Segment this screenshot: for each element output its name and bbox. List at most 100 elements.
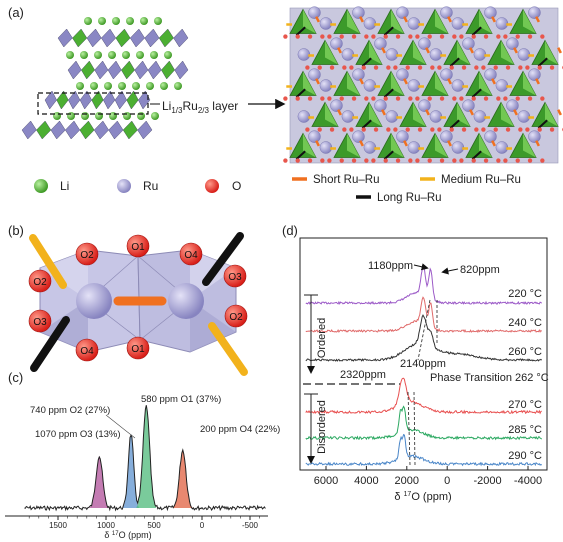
- short-bond: [403, 16, 408, 23]
- oxygen-atom-label: O1: [131, 242, 145, 253]
- vt-spectrum-trace: [305, 377, 542, 415]
- short-bond: [469, 47, 474, 54]
- layered-structure: [21, 17, 189, 140]
- li-interlayer-atom: [122, 51, 130, 59]
- o-lattice-atom: [452, 34, 457, 39]
- li-interlayer-atom: [109, 112, 117, 120]
- o-lattice-atom: [537, 127, 542, 132]
- li-octahedron-facet: [391, 9, 404, 34]
- o-lattice-atom: [386, 127, 391, 132]
- li-interlayer-atom: [95, 112, 103, 120]
- o-lattice-atom: [515, 158, 520, 163]
- ru-lattice-atom: [440, 68, 453, 81]
- layer-octahedron: [68, 90, 81, 110]
- o-lattice-atom: [437, 127, 442, 132]
- o-lattice-atom: [327, 96, 332, 101]
- oxygen-atom: [179, 242, 203, 266]
- o-lattice-atom: [371, 158, 376, 163]
- short-bond: [315, 78, 320, 85]
- li-interlayer-atom: [94, 51, 102, 59]
- ru-lattice-atom: [297, 48, 311, 61]
- peak-label-o3: 1070 ppm O3 (13%): [35, 429, 121, 440]
- o-lattice-atom: [461, 127, 467, 132]
- li-interlayer-atom: [140, 17, 148, 25]
- o-lattice-atom: [364, 34, 369, 39]
- o-lattice-atom: [283, 96, 288, 101]
- o-lattice-atom: [549, 127, 555, 132]
- layer-octahedron: [103, 90, 116, 110]
- d-tick-label: -4000: [514, 475, 542, 487]
- long-bond: [471, 150, 482, 161]
- o-lattice-atom: [364, 158, 369, 163]
- ru-lattice-atom: [484, 68, 497, 81]
- octahedra-dimer: [29, 232, 248, 376]
- li-octahedron-facet: [303, 133, 316, 158]
- o-lattice-atom: [430, 127, 435, 132]
- o-lattice-atom: [525, 127, 530, 132]
- o-lattice-atom: [483, 34, 489, 39]
- o-lattice-atom: [320, 96, 325, 101]
- ru-lattice-atom: [440, 6, 453, 19]
- li-interlayer-atom: [53, 112, 61, 120]
- o-lattice-atom: [549, 65, 555, 70]
- disordered-label: Disordered: [316, 400, 328, 454]
- li-octahedron-facet: [303, 71, 316, 96]
- long-bond: [383, 150, 394, 161]
- o-lattice-atom: [415, 158, 420, 163]
- ru-lattice-atom: [341, 110, 355, 123]
- layer-octahedron: [72, 28, 88, 48]
- oxygen-atom: [28, 269, 52, 293]
- o-lattice-atom: [342, 65, 347, 70]
- layer-octahedron: [126, 90, 139, 110]
- o-lattice-atom: [361, 65, 366, 70]
- o-lattice-atom: [417, 127, 423, 132]
- o-lattice-atom: [474, 127, 479, 132]
- o-lattice-atom: [427, 34, 432, 39]
- oxygen-atom: [75, 338, 99, 362]
- o-lattice-atom: [295, 158, 300, 163]
- layer-octahedron: [93, 120, 109, 140]
- o-lattice-atom: [349, 65, 354, 70]
- layer-octahedron: [79, 120, 95, 140]
- ru-atom-right: [168, 283, 204, 319]
- guide-2140: [413, 391, 416, 466]
- vt-spectrum-trace: [305, 314, 543, 362]
- o-lattice-atom: [427, 158, 432, 163]
- temperature-label: 240 °C: [508, 317, 542, 329]
- li-octahedron-facet: [303, 9, 316, 34]
- o-lattice-atom: [437, 65, 442, 70]
- c-tick-label: 500: [147, 521, 161, 530]
- panel-a-label: (a): [8, 5, 24, 20]
- short-bond: [447, 78, 452, 85]
- ru-lattice-atom: [363, 17, 377, 30]
- ru-lattice-atom: [528, 6, 541, 19]
- layer-octahedron: [57, 28, 73, 48]
- o-lattice-atom: [307, 34, 313, 39]
- o-lattice-atom: [439, 158, 445, 163]
- panel-a: (a) Li1/3Ru2/3 layer Li Ru O Short Ru–Ru: [8, 5, 563, 204]
- ru-atom-left: [76, 283, 112, 319]
- o-lattice-atom: [417, 65, 423, 70]
- li-octahedron-facet: [347, 133, 360, 158]
- medium-bond-top-left: [29, 234, 67, 289]
- oxygen-atom-label: O2: [229, 312, 243, 323]
- ru-lattice-atom: [374, 37, 387, 50]
- layer-octahedron: [114, 90, 127, 110]
- short-bond: [491, 140, 496, 147]
- li-octahedron-facet: [369, 102, 382, 127]
- li-octahedron-facet: [457, 102, 470, 127]
- temperature-label: 260 °C: [508, 346, 542, 358]
- o-lattice-atom: [395, 96, 401, 101]
- ru-lattice-atom: [418, 37, 431, 50]
- li-interlayer-atom: [174, 82, 182, 90]
- o-lattice-atom: [329, 127, 335, 132]
- short-bond: [315, 16, 320, 23]
- short-bond: [491, 78, 496, 85]
- long-bond-legend-label: Long Ru–Ru: [377, 192, 442, 204]
- li-octahedron-facet: [479, 133, 492, 158]
- guide-2320: [407, 391, 411, 466]
- oxygen-atom-label: O3: [33, 317, 47, 328]
- long-bond: [449, 57, 460, 68]
- d-axis-label: δ 17O (ppm): [394, 491, 451, 503]
- o-lattice-atom: [471, 158, 476, 163]
